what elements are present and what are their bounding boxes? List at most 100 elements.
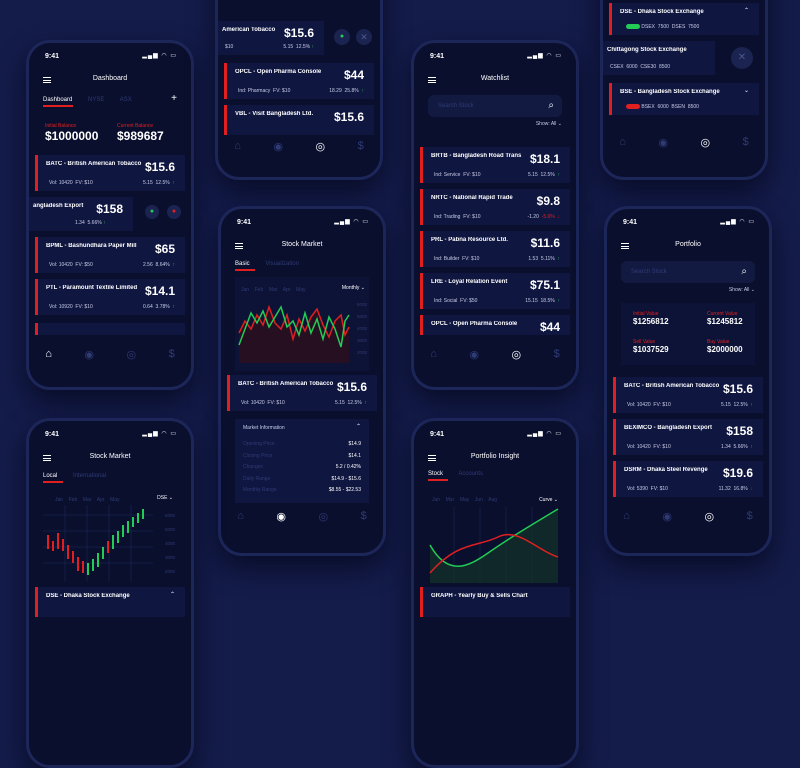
- tab-nyse[interactable]: NYSE: [88, 97, 105, 103]
- stock-change: 15.15 18.5% ↑: [525, 298, 560, 304]
- menu-icon[interactable]: [621, 243, 629, 249]
- stock-card-partial[interactable]: [35, 323, 185, 335]
- chevron-up-icon[interactable]: ⌃: [169, 592, 175, 598]
- remove-icon[interactable]: ●: [167, 205, 181, 219]
- y-axis: 6000 5000 4000 3000 2000: [164, 513, 175, 574]
- stock-card[interactable]: BATC - British American Tobacco $15.6 Vo…: [35, 155, 185, 191]
- money-bag-icon[interactable]: $: [742, 136, 749, 148]
- filter-select[interactable]: Show: All ⌄: [535, 121, 562, 127]
- stock-card[interactable]: BRTB - Bangladesh Road Trans $18.1 Ind: …: [420, 147, 570, 183]
- compass-icon[interactable]: ◉: [662, 511, 673, 523]
- stock-change: 5.15 12.5% ↑: [283, 44, 314, 50]
- search-icon: ⌕: [548, 100, 554, 111]
- stock-price: $15.6: [144, 160, 175, 174]
- home-icon[interactable]: ⌂: [623, 510, 630, 522]
- search-input[interactable]: Search Stock ⌕: [428, 95, 562, 117]
- stock-card[interactable]: PTL - Paramount Textile Limited $14.1 Vo…: [35, 279, 185, 315]
- tab-accounts[interactable]: Accounts: [458, 471, 484, 477]
- search-input[interactable]: Search Stock ⌕: [621, 261, 755, 283]
- eye-icon[interactable]: ◎: [126, 349, 137, 361]
- period-select[interactable]: Monthly ⌄: [341, 285, 365, 291]
- exchange-indices: CSEX 6000 CSE30 8500: [610, 64, 671, 70]
- stock-card[interactable]: OPCL - Open Pharma Console $44: [420, 315, 570, 335]
- close-icon[interactable]: ✕: [356, 29, 372, 45]
- money-bag-icon[interactable]: $: [746, 510, 753, 522]
- plus-icon[interactable]: +: [171, 93, 177, 104]
- exchange-card[interactable]: DSE - Dhaka Stock Exchange ⌃ DSEX 7500 D…: [609, 3, 759, 35]
- exchange-card-swiped[interactable]: Chittagong Stock Exchange CSEX 6000 CSE3…: [603, 41, 715, 75]
- compass-icon[interactable]: ◉: [84, 349, 95, 361]
- stock-card[interactable]: BATC - British American Tobacco $15.6 Vo…: [613, 377, 763, 413]
- chevron-up-icon[interactable]: ⌃: [355, 424, 361, 430]
- home-icon[interactable]: ⌂: [619, 136, 626, 148]
- tab-international[interactable]: International: [73, 473, 107, 479]
- chevron-up-icon[interactable]: ⌃: [743, 8, 749, 14]
- eye-icon[interactable]: ◎: [700, 137, 711, 149]
- compass-icon[interactable]: ◉: [469, 349, 480, 361]
- watch-icon[interactable]: ●: [334, 29, 350, 45]
- exchange-select[interactable]: DSE ⌄: [157, 495, 173, 501]
- current-balance-value: $989687: [117, 129, 164, 143]
- stock-card[interactable]: LRE - Loyal Relation Event $75.1 Ind: So…: [420, 273, 570, 309]
- money-bag-icon[interactable]: $: [360, 510, 367, 522]
- exchange-name: DSE - Dhaka Stock Exchange: [620, 9, 704, 15]
- tab-asx[interactable]: ASX: [119, 97, 132, 103]
- arrow-up-icon: ↑: [172, 180, 176, 186]
- compass-icon[interactable]: ◉: [658, 137, 669, 149]
- tab-bar: Dashboard NYSE ASX: [43, 97, 146, 103]
- home-icon[interactable]: ⌂: [237, 510, 244, 522]
- tab-dashboard[interactable]: Dashboard: [43, 97, 73, 103]
- stock-card[interactable]: VBL - Visit Bangladesh Ltd. $15.6: [224, 105, 374, 135]
- exchange-card[interactable]: DSE - Dhaka Stock Exchange ⌃: [35, 587, 185, 617]
- stock-card[interactable]: PRL - Pabna Resource Ltd. $11.6 Ind: Bui…: [420, 231, 570, 267]
- stock-card-swiped[interactable]: American Tobacco $15.6 $10 5.15 12.5% ↑: [218, 21, 324, 55]
- eye-icon[interactable]: ◎: [318, 511, 329, 523]
- menu-icon[interactable]: [43, 455, 51, 461]
- tab-stock[interactable]: Stock: [428, 471, 444, 477]
- chevron-down-icon[interactable]: ⌄: [743, 88, 749, 94]
- menu-icon[interactable]: [428, 77, 436, 83]
- stock-card[interactable]: OPCL - Open Pharma Console $44 Ind: Phar…: [224, 63, 374, 99]
- menu-icon[interactable]: [43, 77, 51, 83]
- tab-local[interactable]: Local: [43, 473, 58, 479]
- watch-icon[interactable]: ●: [145, 205, 159, 219]
- stock-card[interactable]: BATC - British American Tobacco $15.6 Vo…: [227, 375, 377, 411]
- stock-card[interactable]: BEXIMCO - Bangladesh Export $158 Vol: 10…: [613, 419, 763, 455]
- menu-icon[interactable]: [235, 243, 243, 249]
- candlestick-area: Jan Feb Mar Apr May DSE ⌄ 6000 5000 4000…: [43, 491, 177, 581]
- status-time: 9:41: [623, 219, 638, 226]
- menu-icon[interactable]: [428, 455, 436, 461]
- tab-visualization[interactable]: Visualization: [265, 261, 299, 267]
- stock-name: PTL - Paramount Textile Limited: [46, 285, 138, 291]
- home-icon[interactable]: ⌂: [430, 348, 437, 360]
- stock-name: NRTC - National Rapid Trade: [431, 195, 513, 201]
- eye-icon[interactable]: ◎: [511, 349, 522, 361]
- money-bag-icon[interactable]: $: [168, 348, 175, 360]
- exchange-card[interactable]: BSE - Bangladesh Stock Exchange ⌄ BSEX 6…: [609, 83, 759, 115]
- compass-icon[interactable]: ◉: [273, 141, 284, 153]
- home-icon[interactable]: ⌂: [234, 140, 241, 152]
- stock-card-swiped[interactable]: angladesh Export $158 1.34 5.66% ↑: [29, 197, 133, 231]
- bottom-nav: ⌂ ◉ ◎ $: [221, 510, 383, 523]
- stock-name: BPML - Bashundhara Paper Mill: [46, 243, 137, 249]
- money-bag-icon[interactable]: $: [357, 140, 364, 152]
- compass-icon[interactable]: ◉: [276, 511, 287, 523]
- exchange-name: BSE - Bangladesh Stock Exchange: [620, 89, 720, 95]
- tab-bar: Basic Visualization: [235, 261, 313, 267]
- stock-card[interactable]: NRTC - National Rapid Trade $9.8 Ind: Tr…: [420, 189, 570, 225]
- stock-card[interactable]: BPML - Bashundhara Paper Mill $65 Vol: 1…: [35, 237, 185, 273]
- graph-card[interactable]: GRAPH - Yearly Buy & Sells Chart: [420, 587, 570, 617]
- period-select[interactable]: Curve ⌄: [539, 497, 558, 503]
- page-title: Dashboard: [92, 75, 128, 82]
- stock-price: $15.6: [722, 382, 753, 396]
- stock-card[interactable]: DSRM - Dhaka Steel Revenge $19.6 Vol: 53…: [613, 461, 763, 497]
- close-icon[interactable]: ✕: [731, 47, 753, 69]
- filter-select[interactable]: Show: All ⌄: [728, 287, 755, 293]
- bottom-nav: ⌂ ◉ ◎ $: [607, 510, 769, 523]
- tab-basic[interactable]: Basic: [235, 261, 250, 267]
- tab-underline: [43, 105, 73, 107]
- eye-icon[interactable]: ◎: [315, 141, 326, 153]
- eye-icon[interactable]: ◎: [704, 511, 715, 523]
- home-icon[interactable]: ⌂: [45, 348, 52, 360]
- money-bag-icon[interactable]: $: [553, 348, 560, 360]
